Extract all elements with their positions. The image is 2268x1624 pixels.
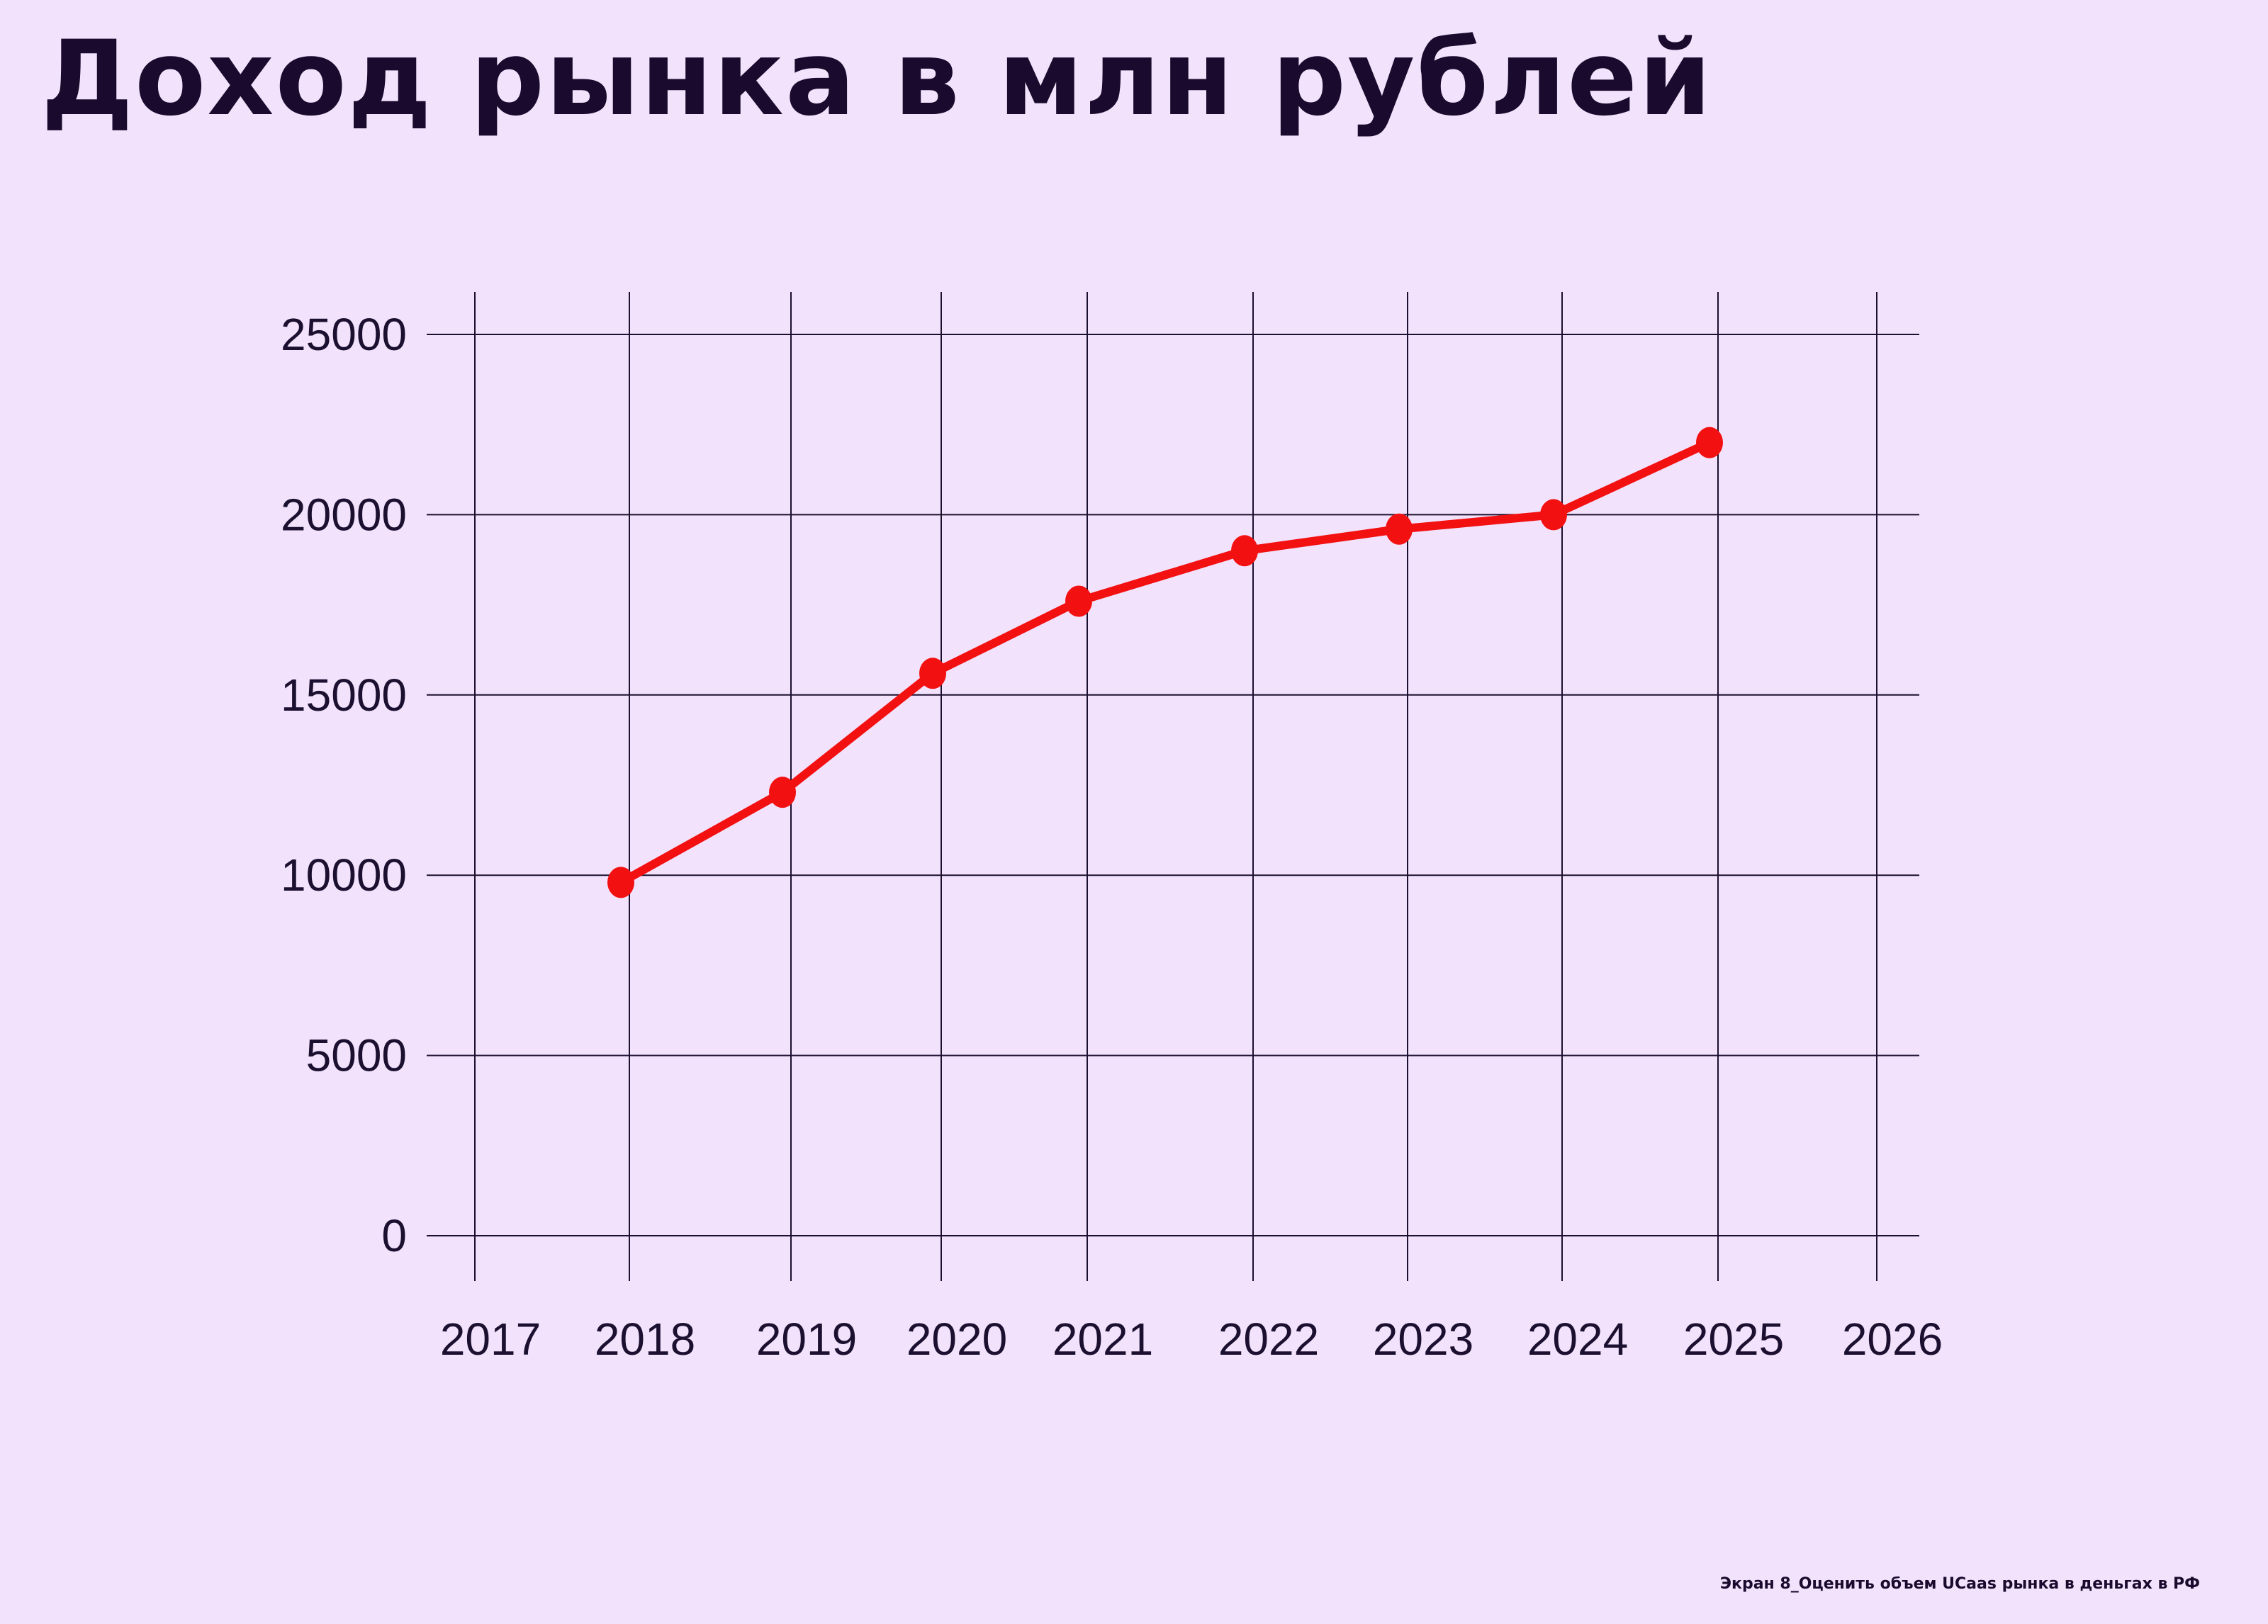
x-tick-label: 2017 <box>440 1314 541 1365</box>
y-tick-label: 25000 <box>281 309 407 360</box>
chart-series <box>607 427 1723 898</box>
chart-tick-labels: 25000 20000 15000 10000 5000 0 2017 2018 2019 202… <box>281 309 1943 1365</box>
x-tick-label: 2021 <box>1052 1314 1153 1365</box>
x-tick-label: 2023 <box>1373 1314 1473 1365</box>
y-tick-label: 15000 <box>281 670 407 721</box>
x-tick-label: 2026 <box>1842 1314 1943 1365</box>
y-tick-label: 5000 <box>306 1030 407 1081</box>
x-tick-label: 2025 <box>1683 1314 1784 1365</box>
x-tick-label: 2019 <box>756 1314 857 1365</box>
y-tick-label: 20000 <box>281 489 407 540</box>
data-point-2022 <box>1231 535 1258 567</box>
data-point-2023 <box>1386 513 1413 545</box>
data-point-2021 <box>1065 585 1092 617</box>
chart-grid <box>427 292 1919 1281</box>
x-tick-label: 2022 <box>1218 1314 1319 1365</box>
data-point-2025 <box>1696 427 1723 458</box>
data-point-2020 <box>919 658 946 689</box>
y-tick-label: 10000 <box>281 850 407 901</box>
x-tick-label: 2020 <box>906 1314 1007 1365</box>
data-point-2018 <box>607 867 634 898</box>
x-tick-label: 2024 <box>1527 1314 1628 1365</box>
data-point-2019 <box>769 777 796 808</box>
footer-caption: Экран 8_Оценить объем UCaas рынка в день… <box>1719 1575 2200 1593</box>
x-tick-label: 2018 <box>595 1314 695 1365</box>
y-tick-label: 0 <box>381 1210 407 1261</box>
series-line <box>617 438 1714 887</box>
data-point-2024 <box>1540 499 1567 531</box>
page-title: Доход рынка в млн рублей <box>41 18 1713 139</box>
